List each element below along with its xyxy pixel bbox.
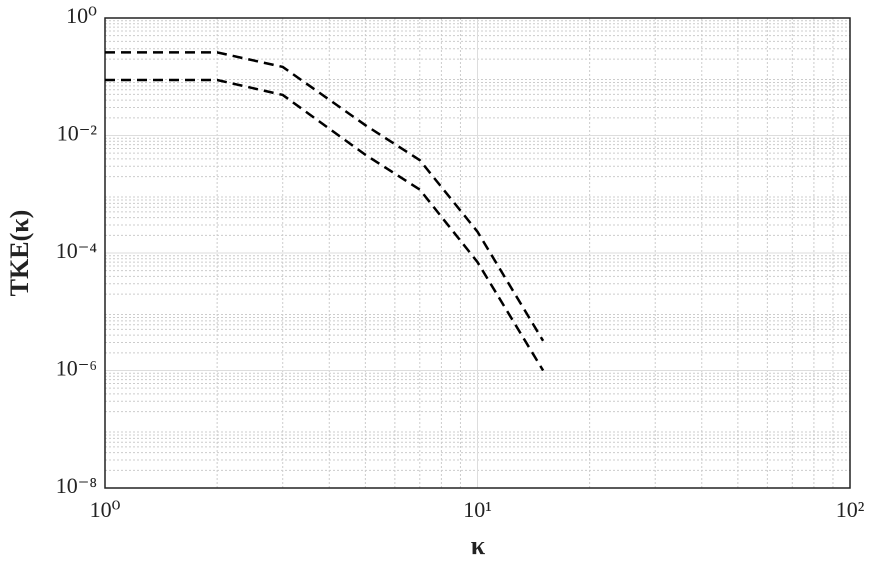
data-line [105,78,545,372]
x-axis-label: κ [471,531,486,560]
y-tick-label: 10⁻⁴ [56,238,98,263]
y-tick-label: 10⁰ [66,3,97,28]
y-tick-label: 10⁻⁸ [56,473,97,498]
y-axis-label: TKE(κ) [5,210,34,297]
y-tick-label: 10⁻⁶ [56,356,97,381]
data-line [105,51,545,342]
x-tick-label: 10² [836,497,865,522]
y-tick-label: 10⁻² [57,121,98,146]
x-tick-label: 10¹ [463,497,492,522]
plot-frame [104,17,851,489]
x-tick-label: 10⁰ [90,497,121,522]
